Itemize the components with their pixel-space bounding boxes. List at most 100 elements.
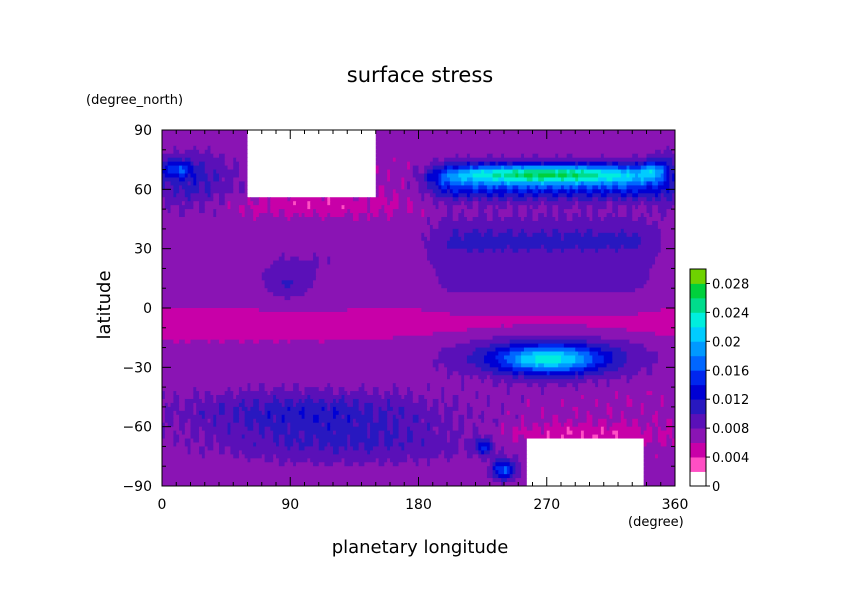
heatmap-cell — [598, 398, 628, 404]
heatmap-cell — [224, 450, 231, 455]
heatmap-cell — [407, 209, 414, 214]
heatmap-cell — [478, 414, 485, 420]
heatmap-cell — [600, 426, 605, 432]
heatmap-cell — [649, 272, 675, 277]
heatmap-cell — [489, 375, 514, 380]
heatmap-cell — [580, 430, 585, 436]
heatmap-cell — [241, 387, 249, 392]
heatmap-cell — [592, 197, 599, 202]
heatmap-cell — [575, 371, 579, 376]
heatmap-cell — [367, 391, 374, 396]
heatmap-cell — [398, 193, 422, 198]
heatmap-cell — [592, 185, 599, 190]
heatmap-cell — [409, 185, 420, 190]
heatmap-cell — [569, 189, 576, 194]
heatmap-cell — [256, 418, 274, 424]
colorbar-swatch — [690, 428, 706, 443]
heatmap-cell — [458, 418, 465, 424]
heatmap-cell — [526, 185, 531, 190]
heatmap-cell — [464, 387, 508, 392]
heatmap-cell — [475, 442, 479, 448]
heatmap-cell — [652, 264, 675, 270]
heatmap-cell — [586, 414, 593, 420]
heatmap-cell — [504, 181, 508, 186]
heatmap-cell — [484, 434, 494, 440]
heatmap-cell — [646, 347, 675, 353]
heatmap-cell — [655, 193, 659, 198]
heatmap-cell — [170, 181, 189, 186]
heatmap-cell — [392, 335, 494, 341]
heatmap-cell — [167, 157, 183, 163]
heatmap-cell — [652, 438, 659, 444]
heatmap-cell — [466, 327, 628, 333]
heatmap-cell — [606, 418, 622, 424]
heatmap-cell — [233, 395, 237, 400]
heatmap-cell — [333, 414, 337, 420]
heatmap-cell — [526, 189, 534, 194]
heatmap-cell — [598, 422, 608, 428]
heatmap-cell — [244, 434, 263, 440]
heatmap-cell — [401, 446, 405, 451]
heatmap-cell — [523, 169, 556, 175]
heatmap-cell — [244, 339, 254, 345]
heatmap-cell — [580, 232, 585, 238]
heatmap-cell — [538, 217, 556, 222]
heatmap-cell — [427, 406, 431, 412]
heatmap-cell — [278, 438, 286, 444]
heatmap-cell — [441, 395, 445, 400]
heatmap-cell — [427, 252, 659, 258]
heatmap-cell — [492, 177, 499, 183]
heatmap-cell — [238, 209, 246, 214]
heatmap-cell — [541, 387, 545, 392]
heatmap-cell — [162, 355, 440, 361]
heatmap-cell — [646, 153, 675, 159]
heatmap-cell — [637, 371, 648, 376]
heatmap-cell — [578, 406, 608, 412]
heatmap-cell — [489, 458, 497, 463]
heatmap-cell — [207, 418, 212, 424]
heatmap-cell — [552, 418, 559, 424]
heatmap-cell — [512, 438, 519, 444]
heatmap-cell — [506, 387, 511, 392]
heatmap-cell — [179, 438, 186, 444]
heatmap-cell — [375, 130, 675, 135]
heatmap-cell — [273, 213, 280, 218]
heatmap-cell — [330, 260, 431, 266]
heatmap-cell — [276, 395, 308, 400]
heatmap-cell — [652, 205, 659, 210]
heatmap-cell — [187, 450, 192, 455]
heatmap-cell — [506, 478, 516, 483]
heatmap-cell — [438, 185, 442, 190]
heatmap-cell — [606, 185, 613, 190]
heatmap-cell — [227, 430, 231, 436]
heatmap-cell — [543, 414, 554, 420]
heatmap-cell — [586, 228, 593, 234]
heatmap-cell — [441, 177, 451, 183]
heatmap-cell — [506, 181, 511, 186]
heatmap-cell — [652, 426, 659, 432]
heatmap-cell — [521, 395, 525, 400]
heatmap-cell — [190, 197, 214, 202]
heatmap-cell — [344, 462, 354, 467]
heatmap-cell — [187, 173, 192, 179]
heatmap-cell — [620, 375, 628, 380]
heatmap-cell — [578, 173, 599, 179]
heatmap-cell — [216, 169, 240, 175]
heatmap-cell — [655, 165, 665, 171]
heatmap-cell — [672, 430, 675, 436]
heatmap-cell — [253, 398, 260, 404]
heatmap-cell — [600, 153, 605, 159]
heatmap-cell — [657, 414, 675, 420]
heatmap-cell — [333, 462, 345, 467]
heatmap-cell — [352, 217, 360, 222]
heatmap-cell — [660, 426, 668, 432]
heatmap-cell — [424, 169, 428, 175]
heatmap-cell — [401, 177, 405, 183]
heatmap-cell — [541, 228, 545, 234]
heatmap-cell — [635, 173, 639, 179]
heatmap-cell — [244, 418, 254, 424]
heatmap-cell — [509, 474, 514, 479]
heatmap-cell — [264, 284, 286, 289]
heatmap-cell — [672, 149, 675, 155]
heatmap-cell — [173, 193, 177, 198]
